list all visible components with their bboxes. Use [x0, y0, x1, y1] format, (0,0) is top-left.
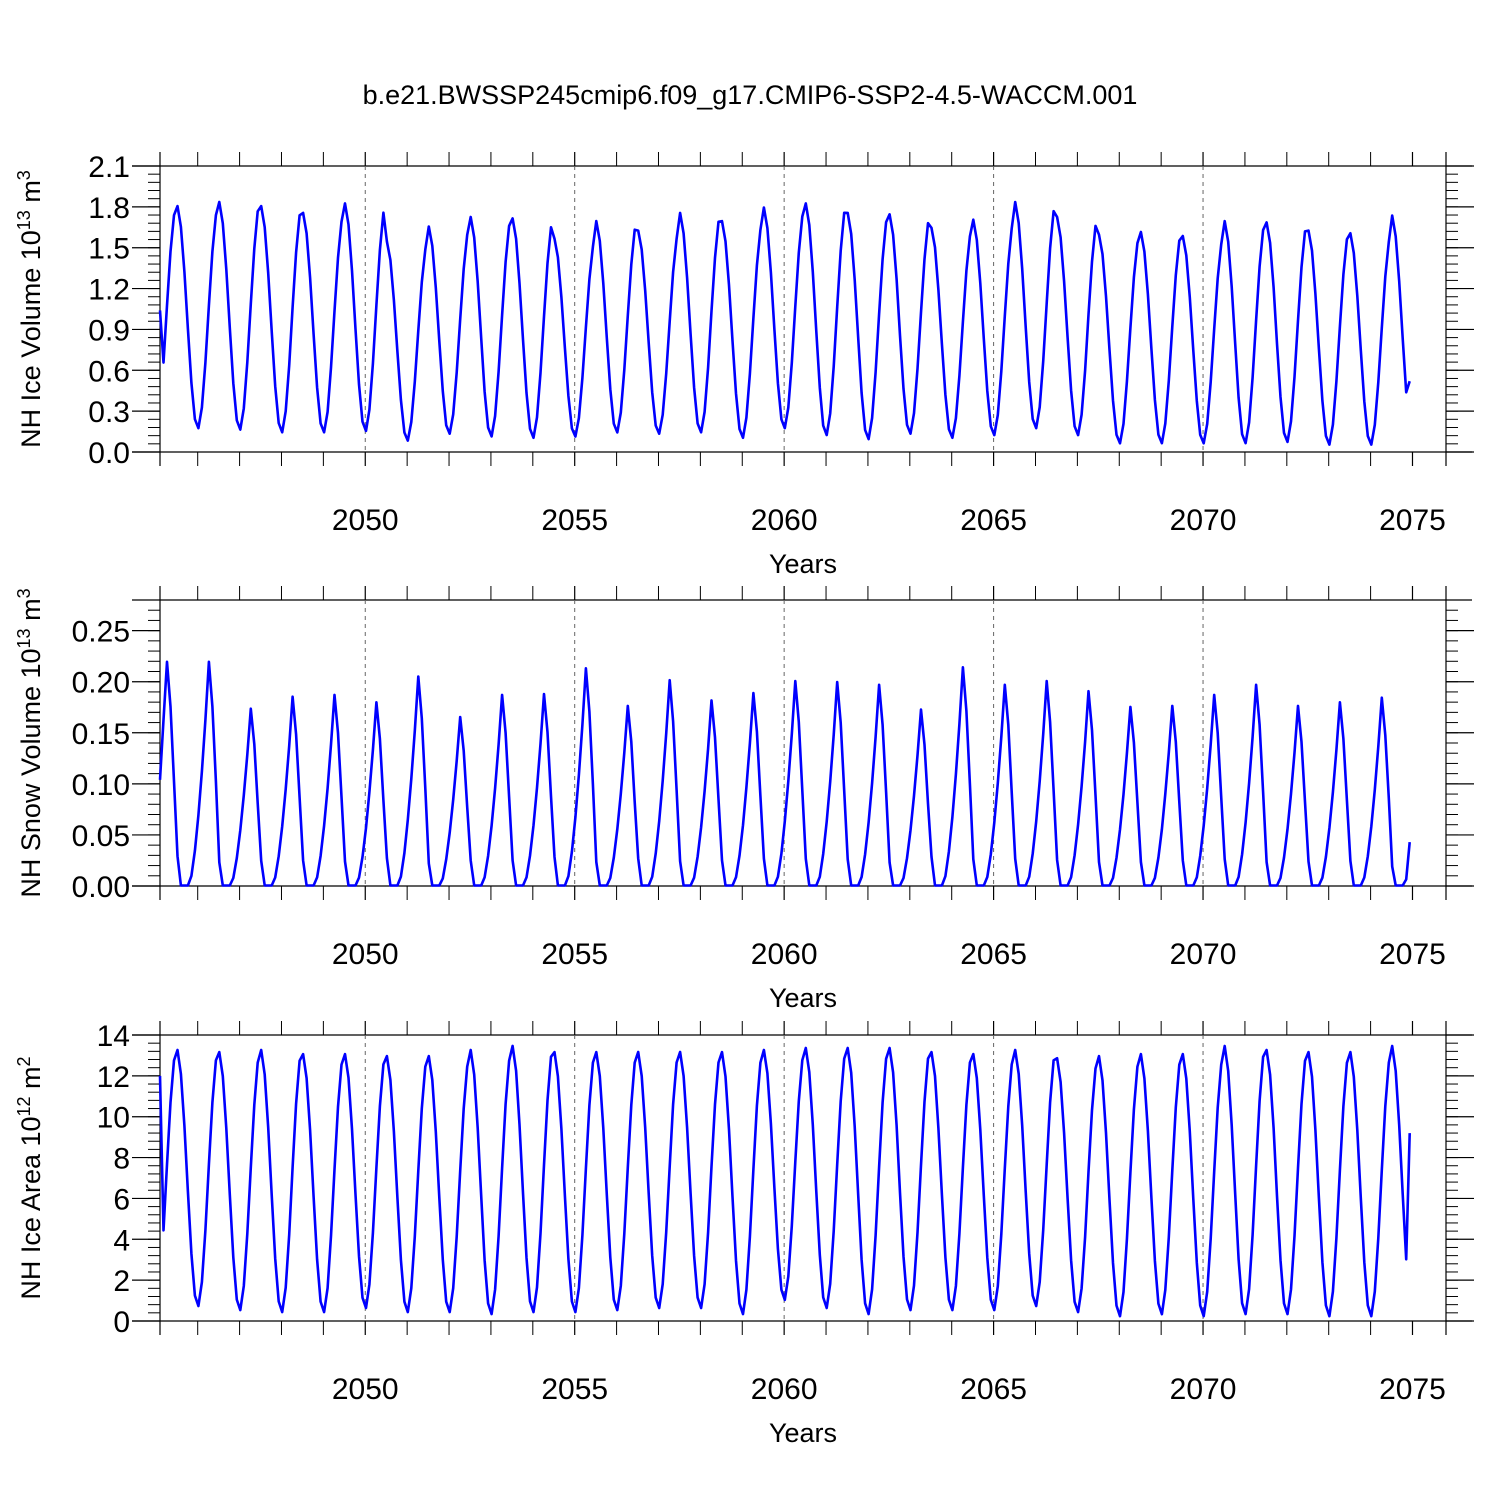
x-tick-label: 2075	[1379, 504, 1446, 537]
y-tick-label: 1.2	[88, 274, 130, 307]
x-tick-label: 2060	[751, 938, 818, 971]
y-tick-label: 2.1	[88, 151, 130, 184]
y-tick-label: 0.9	[88, 314, 130, 347]
x-tick-label: 2065	[960, 504, 1027, 537]
x-tick-label: 2055	[541, 938, 608, 971]
x-tick-label: 2070	[1170, 938, 1237, 971]
y-tick-label: 0.6	[88, 355, 130, 388]
y-tick-label: 0	[113, 1306, 130, 1339]
y-tick-label: 0.05	[72, 820, 130, 853]
y-axis-label: NH Ice Volume 1013 m3	[14, 170, 46, 448]
y-tick-label: 0.3	[88, 396, 130, 429]
series-line	[158, 200, 1411, 446]
y-tick-label: 0.20	[72, 667, 130, 700]
x-tick-label: 2055	[541, 1373, 608, 1406]
y-axis-label: NH Ice Area 1012 m2	[14, 1056, 46, 1299]
x-tick-label: 2055	[541, 504, 608, 537]
x-tick-label: 2070	[1170, 504, 1237, 537]
x-tick-label: 2050	[332, 1373, 399, 1406]
y-tick-label: 6	[113, 1183, 130, 1216]
y-tick-label: 0.25	[72, 616, 130, 649]
y-axis-label: NH Snow Volume 1013 m3	[14, 588, 46, 897]
series-line	[158, 660, 1411, 887]
y-tick-label: 0.15	[72, 718, 130, 751]
y-tick-label: 0.0	[88, 437, 130, 470]
panels-container: 0.0 0.3 0.6 0.9 1.2 1.5 1.8 2.1 2050 2055 2060 2065…	[14, 151, 1474, 1448]
y-tick-label: 10	[97, 1102, 130, 1135]
x-axis-label: Years	[769, 549, 837, 579]
y-tick-label: 2	[113, 1265, 130, 1298]
x-tick-label: 2050	[332, 938, 399, 971]
x-tick-label: 2060	[751, 504, 818, 537]
x-tick-label: 2075	[1379, 1373, 1446, 1406]
x-tick-label: 2075	[1379, 938, 1446, 971]
y-tick-label: 1.8	[88, 192, 130, 225]
x-axis-label: Years	[769, 1418, 837, 1448]
x-tick-label: 2070	[1170, 1373, 1237, 1406]
x-tick-label: 2065	[960, 1373, 1027, 1406]
panel-2: 0.00 0.05 0.10 0.15 0.20 0.25 2050 2055 2060 2065…	[14, 586, 1474, 1013]
y-tick-label: 1.5	[88, 233, 130, 266]
y-tick-label: 0.00	[72, 871, 130, 904]
y-tick-label: 4	[113, 1224, 130, 1257]
y-tick-label: 14	[97, 1020, 130, 1053]
x-tick-label: 2050	[332, 504, 399, 537]
x-axis-label: Years	[769, 983, 837, 1013]
x-tick-label: 2060	[751, 1373, 818, 1406]
y-tick-label: 8	[113, 1143, 130, 1176]
chart-title: b.e21.BWSSP245cmip6.f09_g17.CMIP6-SSP2-4…	[363, 80, 1138, 110]
y-tick-label: 0.10	[72, 769, 130, 802]
x-tick-label: 2065	[960, 938, 1027, 971]
series-line	[158, 1044, 1411, 1318]
y-tick-label: 12	[97, 1061, 130, 1094]
panel-1: 0.0 0.3 0.6 0.9 1.2 1.5 1.8 2.1 2050 2055 2060 2065…	[14, 151, 1474, 579]
panel-3: 0 2 4 6 8 10 12 14 2050 2055 2060 2065 2070 2075 Years…	[14, 1020, 1474, 1448]
